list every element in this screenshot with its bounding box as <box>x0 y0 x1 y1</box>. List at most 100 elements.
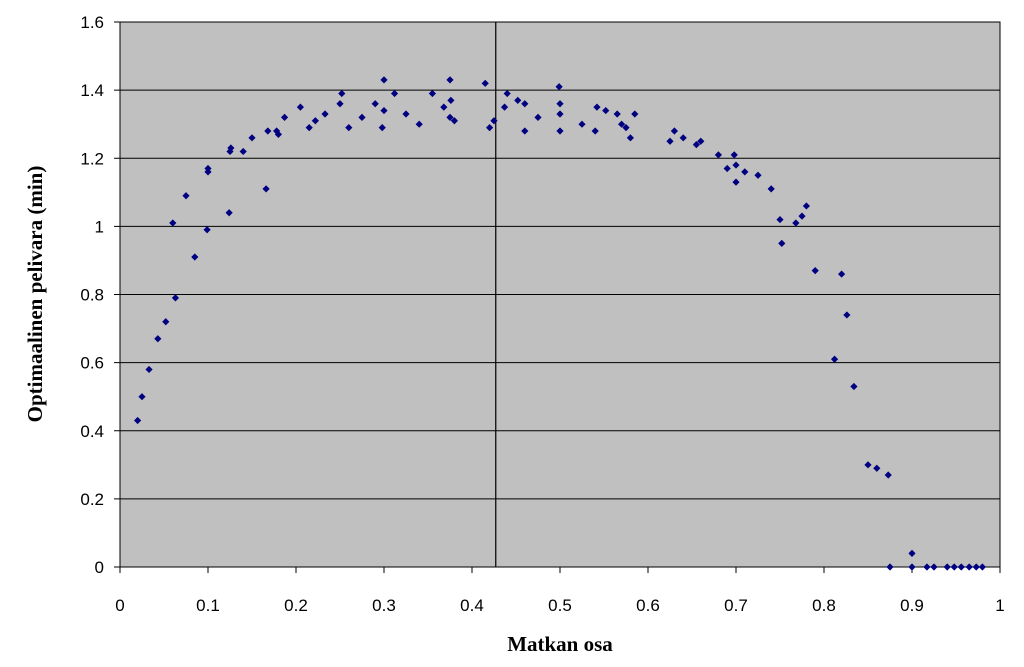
data-point <box>978 563 986 571</box>
x-tick-label: 0.9 <box>900 596 924 615</box>
x-tick-label: 0 <box>115 596 124 615</box>
data-points <box>134 76 986 571</box>
data-point <box>730 151 738 159</box>
data-point <box>138 393 146 401</box>
data-point <box>162 318 170 326</box>
data-point <box>145 365 153 374</box>
data-point <box>305 123 313 132</box>
data-point <box>908 563 916 571</box>
data-point <box>850 382 858 391</box>
y-tick-label: 1.4 <box>80 81 104 100</box>
data-point <box>578 120 586 128</box>
data-point <box>666 137 674 145</box>
data-point <box>534 113 542 121</box>
data-point <box>602 106 610 115</box>
data-point <box>613 110 621 118</box>
data-point <box>336 100 344 108</box>
data-point <box>311 117 319 125</box>
data-point <box>415 120 423 128</box>
data-point <box>171 294 180 302</box>
data-point <box>618 120 626 128</box>
data-point <box>767 185 775 193</box>
data-point <box>345 123 353 132</box>
data-point <box>884 471 892 479</box>
data-point <box>555 83 563 91</box>
data-point <box>274 130 282 139</box>
x-axis: 0 0.1 0.2 0.3 0.4 0.5 0.6 0.7 0.8 0.9 1 <box>115 567 1005 615</box>
data-point <box>338 89 346 98</box>
gridlines <box>120 89 1000 500</box>
data-point <box>169 219 177 227</box>
data-point <box>626 134 634 142</box>
data-point <box>679 134 687 142</box>
data-point <box>225 209 233 217</box>
data-point <box>692 141 700 149</box>
data-point <box>390 89 399 98</box>
x-tick-label: 1 <box>995 596 1004 615</box>
data-point <box>371 100 379 108</box>
data-point <box>776 215 784 224</box>
x-tick-label: 0.7 <box>724 596 748 615</box>
data-point <box>358 113 366 121</box>
data-point <box>732 161 740 169</box>
data-point <box>943 563 951 571</box>
data-point <box>591 127 599 135</box>
y-tick-label: 1 <box>95 217 104 236</box>
y-tick-label: 0 <box>95 558 104 577</box>
data-point <box>280 113 289 121</box>
data-point <box>296 103 304 111</box>
data-point <box>957 563 965 571</box>
data-point <box>262 185 270 193</box>
data-point <box>182 192 190 200</box>
y-tick-label: 0.6 <box>80 354 104 373</box>
data-point <box>204 164 212 173</box>
data-point <box>447 96 455 104</box>
data-point <box>134 416 142 425</box>
x-tick-label: 0.2 <box>284 596 308 615</box>
data-point <box>450 117 458 125</box>
data-point <box>521 127 529 135</box>
data-point <box>402 110 410 118</box>
x-axis-title: Matkan osa <box>507 632 613 656</box>
data-point <box>965 563 973 571</box>
data-point <box>811 267 819 275</box>
data-point <box>843 311 851 319</box>
data-point <box>754 171 762 179</box>
data-point <box>380 106 388 115</box>
data-point <box>864 461 872 469</box>
data-point <box>556 127 564 135</box>
data-point <box>697 137 705 145</box>
x-tick-label: 0.3 <box>372 596 396 615</box>
data-point <box>446 76 454 84</box>
data-point <box>380 76 388 84</box>
data-point <box>321 110 329 118</box>
data-point <box>792 219 800 227</box>
data-point <box>514 96 522 104</box>
data-point <box>908 549 916 557</box>
data-point <box>556 110 564 118</box>
data-point <box>264 127 272 135</box>
y-axis-title: Optimaalinen pelivara (min) <box>23 166 47 423</box>
data-point <box>950 563 958 571</box>
y-tick-label: 1.2 <box>80 149 104 168</box>
data-point <box>972 563 980 571</box>
y-axis: 0 0.2 0.4 0.6 0.8 1 1.2 1.4 1.6 <box>80 13 120 577</box>
data-point <box>741 168 749 176</box>
data-point <box>503 89 511 98</box>
data-point <box>593 103 601 111</box>
data-point <box>732 178 740 186</box>
data-point <box>191 253 199 261</box>
data-point <box>556 100 564 108</box>
x-tick-label: 0.5 <box>548 596 572 615</box>
x-tick-label: 0.8 <box>812 596 836 615</box>
data-point <box>798 212 806 220</box>
y-tick-label: 0.8 <box>80 286 104 305</box>
y-tick-label: 1.6 <box>80 13 104 32</box>
data-point <box>838 270 846 278</box>
data-point <box>378 123 386 132</box>
data-point <box>490 117 498 125</box>
data-point <box>500 103 509 111</box>
x-tick-label: 0.6 <box>636 596 660 615</box>
data-point <box>670 127 678 135</box>
